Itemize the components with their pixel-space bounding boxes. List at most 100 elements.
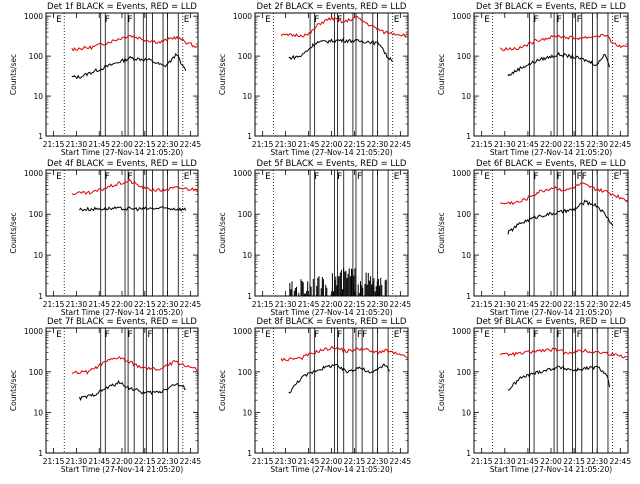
plot-panel-9: Det 9f BLACK = Events, RED = LLD 1 10 100 10… — [437, 317, 631, 474]
x-tick-label: 21:15 — [252, 140, 274, 149]
plot-panel-8: Det 8f BLACK = Events, RED = LLD 1 10 100 10… — [218, 317, 411, 474]
y-axis-label: Counts/sec — [437, 370, 446, 411]
x-tick-label: 22:15 — [563, 457, 585, 466]
y-tick-label: 100 — [457, 210, 472, 219]
interval-marker-label: F — [557, 172, 562, 182]
plot-title: Det 5f BLACK = Events, RED = LLD — [257, 159, 407, 169]
series-line-lld — [280, 345, 409, 362]
y-axis-label: Counts/sec — [218, 370, 227, 411]
series-line-events — [507, 365, 610, 391]
x-tick-label: 21:30 — [494, 300, 516, 309]
y-tick-label: 100 — [238, 52, 253, 61]
interval-marker-label: E — [184, 330, 190, 340]
y-tick-label: 100 — [238, 368, 253, 377]
x-tick-label: 21:45 — [517, 300, 539, 309]
interval-marker-label: E — [265, 330, 271, 340]
interval-marker-label: F — [105, 330, 110, 340]
plot-title: Det 6f BLACK = Events, RED = LLD — [476, 159, 626, 169]
x-axis-label: Start Time (27-Nov-14 21:05:20) — [270, 465, 392, 474]
series-line-lld — [71, 34, 199, 52]
series-line-lld — [499, 33, 629, 52]
interval-marker-label: F — [337, 172, 342, 182]
plot-frame — [254, 12, 409, 137]
x-tick-label: 22:00 — [540, 300, 562, 309]
series-line-events — [507, 199, 614, 235]
interval-marker-label: FF — [577, 172, 587, 182]
y-tick-label: 1000 — [452, 12, 471, 21]
x-tick-label: 21:30 — [66, 300, 88, 309]
x-tick-label: 21:30 — [275, 300, 297, 309]
y-tick-label: 10 — [242, 251, 252, 260]
x-tick-label: 22:45 — [609, 140, 631, 149]
interval-marker-label: F — [557, 15, 562, 25]
x-tick-label: 22:45 — [609, 300, 631, 309]
interval-marker-label: E — [484, 330, 490, 340]
x-tick-label: 21:45 — [517, 140, 539, 149]
x-axis-label: Start Time (27-Nov-14 21:05:20) — [490, 148, 612, 157]
x-tick-label: 21:30 — [66, 140, 88, 149]
plot-frame — [254, 169, 409, 297]
y-axis-label: Counts/sec — [218, 212, 227, 253]
x-tick-label: 22:30 — [157, 140, 179, 149]
interval-marker-label: F — [314, 172, 319, 182]
y-tick-label: 1000 — [452, 327, 471, 336]
x-tick-label: 22:00 — [111, 300, 133, 309]
x-tick-label: 21:30 — [494, 457, 516, 466]
y-tick-label: 1000 — [24, 327, 43, 336]
plot-panel-7: Det 7f BLACK = Events, RED = LLD 1 10 100 10… — [9, 317, 201, 474]
plot-panel-1: Det 1f BLACK = Events, RED = LLD 1 10 100 10… — [9, 2, 201, 157]
y-tick-label: 10 — [242, 408, 252, 417]
interval-marker-label: F — [577, 15, 582, 25]
x-tick-label: 22:45 — [390, 457, 412, 466]
y-tick-label: 1000 — [452, 169, 471, 178]
interval-marker-label: F — [577, 330, 582, 340]
interval-marker-label: FF — [357, 330, 367, 340]
x-tick-label: 22:00 — [540, 457, 562, 466]
x-axis-label: Start Time (27-Nov-14 21:05:20) — [270, 148, 392, 157]
x-tick-label: 22:15 — [344, 457, 366, 466]
x-tick-label: 22:30 — [367, 457, 389, 466]
plot-frame — [45, 12, 199, 137]
y-tick-label: 1 — [466, 132, 471, 141]
x-tick-label: 21:45 — [298, 457, 320, 466]
plot-panel-5: Det 5f BLACK = Events, RED = LLD 1 10 100 10… — [218, 159, 411, 317]
x-tick-label: 22:45 — [180, 300, 202, 309]
y-tick-label: 1000 — [233, 12, 252, 21]
interval-marker-label: F — [534, 172, 539, 182]
x-tick-label: 22:00 — [540, 140, 562, 149]
plot-title: Det 9f BLACK = Events, RED = LLD — [476, 317, 626, 327]
plot-title: Det 8f BLACK = Events, RED = LLD — [257, 317, 407, 327]
interval-marker-label: E — [614, 15, 620, 25]
y-tick-label: 1 — [38, 132, 43, 141]
x-tick-label: 22:30 — [586, 457, 608, 466]
x-axis-label: Start Time (27-Nov-14 21:05:20) — [61, 308, 183, 317]
x-tick-label: 21:15 — [43, 300, 65, 309]
x-tick-label: 21:15 — [43, 457, 65, 466]
interval-marker-label: F — [337, 330, 342, 340]
series-line-events — [507, 51, 610, 77]
x-axis-label: Start Time (27-Nov-14 21:05:20) — [61, 465, 183, 474]
x-tick-label: 21:30 — [494, 140, 516, 149]
plot-title: Det 1f BLACK = Events, RED = LLD — [47, 2, 197, 12]
interval-marker-label: F — [534, 330, 539, 340]
series-line-lld — [280, 15, 409, 38]
x-tick-label: 22:15 — [134, 300, 156, 309]
x-tick-label: 21:15 — [43, 140, 65, 149]
interval-marker-label: E — [394, 330, 400, 340]
interval-marker-label: E — [184, 172, 190, 182]
y-axis-label: Counts/sec — [437, 212, 446, 253]
x-tick-label: 22:00 — [321, 457, 343, 466]
y-tick-label: 1000 — [24, 12, 43, 21]
interval-marker-label: F — [314, 330, 319, 340]
interval-marker-label: F — [314, 15, 319, 25]
x-tick-label: 22:30 — [586, 140, 608, 149]
x-tick-label: 22:15 — [344, 140, 366, 149]
y-tick-label: 1 — [466, 292, 471, 301]
x-tick-label: 21:15 — [471, 457, 493, 466]
plot-panel-6: Det 6f BLACK = Events, RED = LLD 1 10 100 10… — [437, 159, 631, 317]
x-tick-label: 22:30 — [157, 457, 179, 466]
interval-marker-label: E — [56, 330, 62, 340]
x-axis-label: Start Time (27-Nov-14 21:05:20) — [270, 308, 392, 317]
x-tick-label: 21:30 — [275, 457, 297, 466]
interval-marker-label: E — [614, 172, 620, 182]
